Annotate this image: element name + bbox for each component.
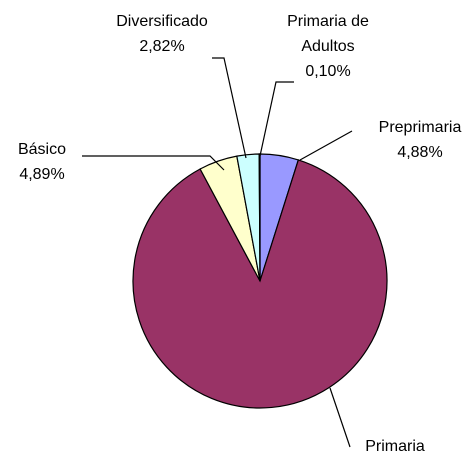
leader-line [212, 57, 247, 159]
value-label: 4,89% [19, 166, 64, 183]
value-label: 4,88% [397, 144, 442, 161]
slice-label: Básico [18, 141, 66, 158]
value-label: 2,82% [139, 38, 184, 55]
leader-lines [82, 57, 353, 448]
slice-label: Diversificado [116, 13, 208, 30]
slice-label: Primaria [365, 438, 425, 455]
slice-label: Preprimaria [379, 119, 462, 136]
pie-slice [258, 153, 261, 282]
pie-slice [132, 159, 388, 409]
leader-line [329, 387, 351, 448]
slices [132, 153, 388, 409]
leader-line [299, 130, 353, 161]
slice-label: Primaria de Adultos [287, 13, 369, 55]
leader-line [82, 155, 225, 171]
value-label: 0,10% [305, 63, 350, 80]
leader-line [259, 81, 294, 157]
